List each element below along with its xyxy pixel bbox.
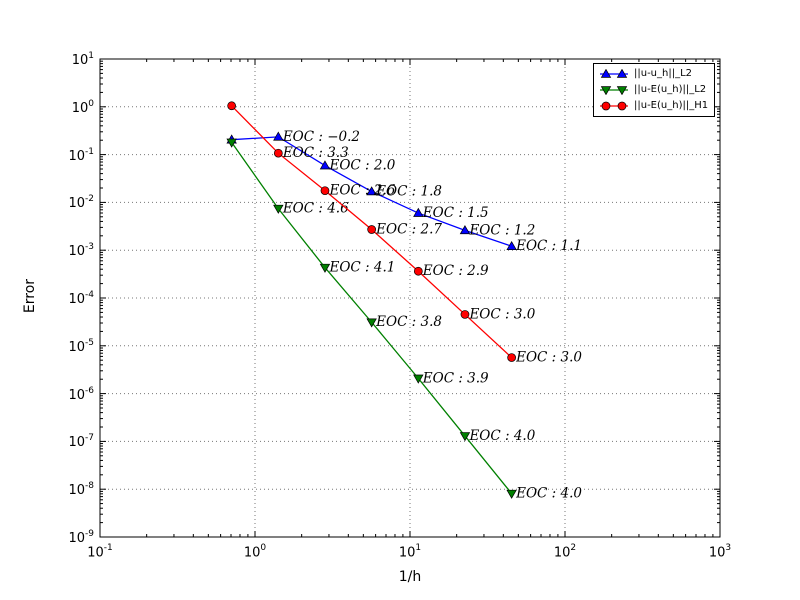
eoc-annotation: EOC : 1.8: [375, 184, 442, 200]
line-marker-sample-icon: [600, 86, 628, 95]
legend-item-interp-l2: ||u-E(u_h)||_L2: [594, 83, 714, 97]
data-point-circle: [413, 266, 423, 276]
data-point-triangle-up: [273, 131, 284, 141]
data-point-triangle-down: [616, 86, 628, 95]
data-point-triangle-up: [413, 207, 424, 217]
data-point-triangle-up: [616, 69, 628, 78]
data-point-triangle-up: [600, 69, 612, 78]
data-point-circle: [227, 101, 237, 111]
eoc-annotation: EOC : 1.5: [422, 205, 489, 221]
y-axis-label: Error: [22, 278, 38, 314]
eoc-annotation: EOC : 3.0: [468, 306, 535, 322]
eoc-annotation: EOC : 2.9: [422, 263, 489, 279]
eoc-annotation: EOC : 2.6: [328, 183, 395, 199]
eoc-annotation: EOC : 2.7: [375, 222, 442, 238]
eoc-annotation: EOC : 3.0: [515, 350, 582, 366]
plot-frame: [99, 58, 721, 538]
data-point-triangle-up: [366, 186, 377, 196]
eoc-annotation: EOC : −0.2: [282, 129, 360, 145]
x-axis-label: 1/h: [398, 569, 422, 585]
data-point-triangle-up: [459, 225, 471, 235]
eoc-annotation: EOC : 3.8: [375, 314, 442, 330]
legend-label: ||u-E(u_h)||_L2: [634, 84, 707, 95]
data-point-circle: [460, 310, 470, 319]
line-marker-sample-icon: [600, 69, 628, 78]
legend-item-l2: ||u-u_h||_L2: [594, 67, 714, 81]
eoc-annotation: EOC : 1.2: [468, 222, 535, 238]
data-point-triangle-up: [319, 160, 331, 170]
data-point-triangle-down: [319, 263, 331, 273]
data-point-circle: [507, 353, 516, 362]
legend-label: ||u-u_h||_L2: [634, 68, 693, 79]
data-point-triangle-down: [226, 138, 237, 148]
legend-label: ||u-E(u_h)||_H1: [634, 100, 709, 111]
data-point-triangle-down: [366, 318, 377, 328]
eoc-annotation: EOC : 4.0: [515, 486, 582, 502]
data-point-triangle-down: [273, 204, 284, 214]
eoc-annotation: EOC : 4.1: [328, 260, 395, 276]
eoc-annotation: EOC : 1.1: [515, 238, 582, 254]
data-point-triangle-up: [506, 240, 517, 250]
data-point-triangle-down: [459, 432, 471, 442]
data-point-circle: [320, 186, 330, 196]
data-point-triangle-down: [506, 489, 517, 499]
data-point-circle: [617, 101, 627, 111]
eoc-annotation: EOC : 2.0: [328, 158, 395, 174]
eoc-annotation: EOC : 3.9: [422, 370, 489, 386]
data-point-triangle-down: [413, 374, 424, 384]
data-point-circle: [601, 101, 611, 111]
data-point-circle: [273, 148, 283, 158]
legend-item-interp-h1: ||u-E(u_h)||_H1: [594, 99, 714, 113]
legend: ||u-u_h||_L2 ||u-E(u_h)||_L2 ||u-E(u_h)|…: [593, 63, 715, 117]
eoc-annotation: EOC : 4.6: [282, 201, 349, 217]
line-marker-sample-icon: [600, 101, 628, 111]
eoc-annotation: EOC : 4.0: [468, 428, 535, 444]
eoc-annotation: EOC : 3.3: [282, 145, 349, 161]
data-point-triangle-down: [600, 86, 612, 95]
data-point-circle: [367, 225, 377, 234]
